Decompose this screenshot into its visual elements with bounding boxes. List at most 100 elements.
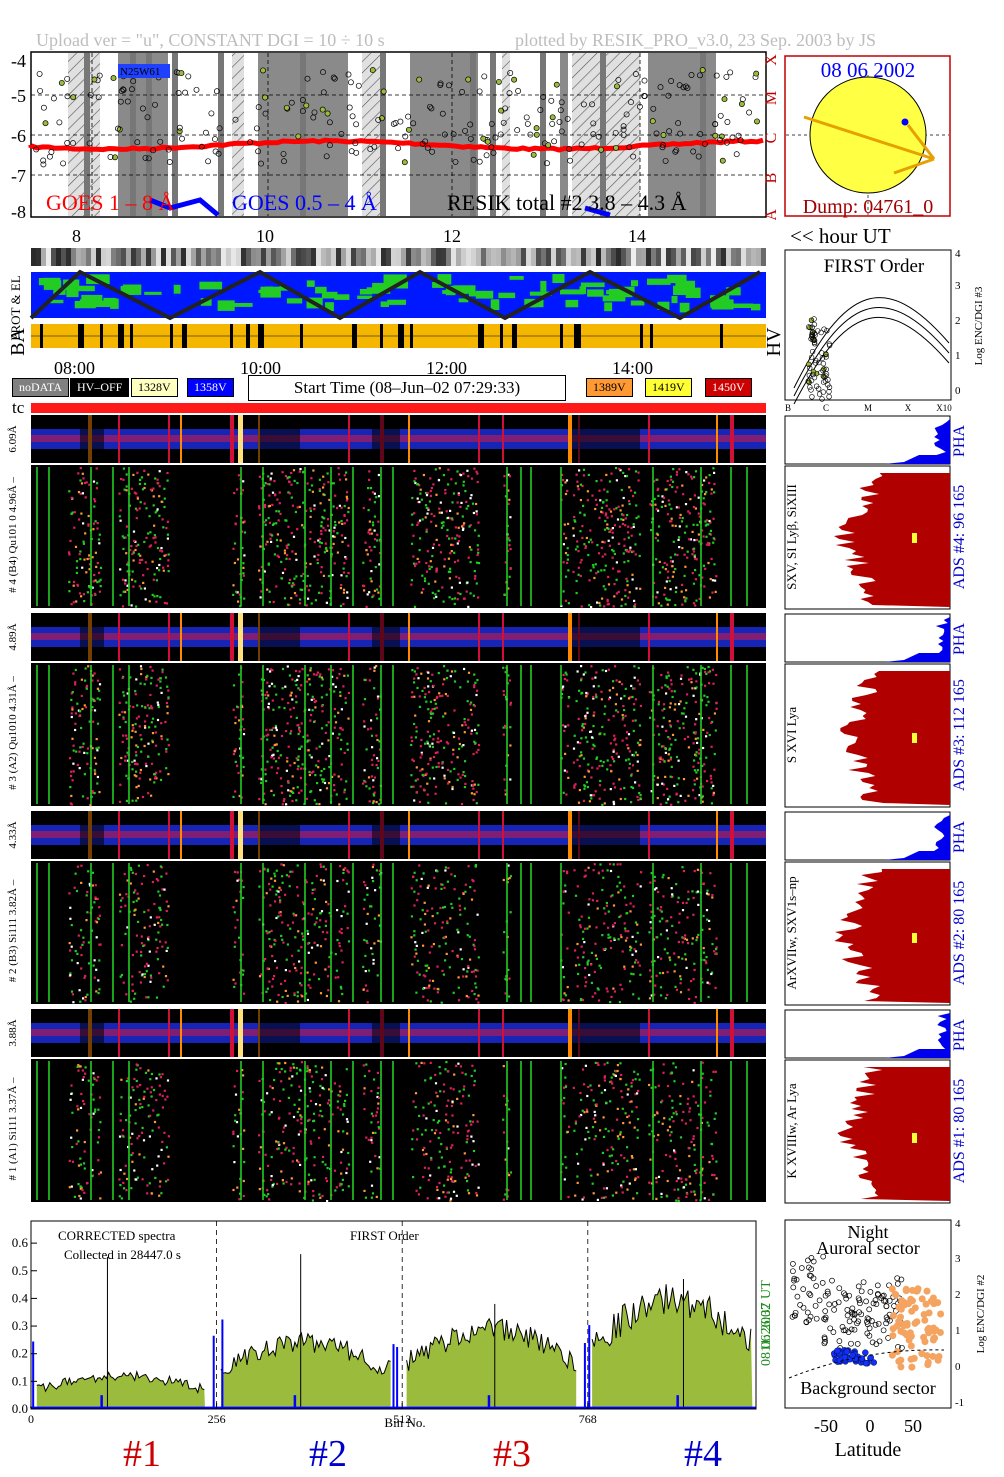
spectrogram-pixel bbox=[667, 753, 670, 756]
spectrogram-pixel bbox=[161, 888, 164, 891]
spectrogram-pixel bbox=[681, 941, 684, 944]
spectrogram-pixel bbox=[624, 475, 627, 478]
spectrogram-pixel bbox=[596, 767, 599, 770]
resik-point bbox=[390, 120, 397, 127]
spectrogram-pixel bbox=[369, 667, 372, 670]
spectrogram-pixel bbox=[295, 558, 298, 561]
spectrogram-pixel bbox=[279, 914, 282, 917]
spectrogram-pixel bbox=[158, 1093, 161, 1096]
spectrogram-pixel bbox=[619, 797, 622, 801]
spectrogram-pixel bbox=[292, 469, 296, 472]
spectrogram-pixel bbox=[585, 981, 588, 984]
gray-strip-cell bbox=[476, 248, 481, 266]
legend-item: 1328V bbox=[131, 378, 178, 397]
spectrogram-pixel bbox=[675, 471, 679, 474]
spectrogram-pixel bbox=[580, 605, 583, 608]
channel-lines-label: S XVI Lya bbox=[784, 707, 799, 764]
resik-point bbox=[660, 132, 667, 138]
spectrogram-pixel bbox=[424, 912, 427, 916]
spectrogram-pixel bbox=[573, 519, 576, 522]
spectrogram-pixel bbox=[466, 469, 469, 472]
resik-point bbox=[369, 67, 376, 74]
spectrogram-pixel bbox=[456, 559, 460, 562]
spectrogram-pixel bbox=[470, 701, 473, 704]
spectrogram-pixel bbox=[473, 889, 476, 892]
resik-point bbox=[484, 138, 491, 145]
spectrogram-pixel bbox=[704, 520, 707, 523]
spectrogram-pixel bbox=[664, 747, 667, 750]
prot-green-patch bbox=[387, 275, 398, 283]
spectrogram-pixel bbox=[713, 712, 716, 715]
spectrogram-pixel bbox=[573, 494, 576, 497]
spectrogram-pixel bbox=[321, 930, 324, 934]
spectrogram-pixel bbox=[93, 709, 97, 712]
spectrogram-pixel bbox=[165, 602, 168, 605]
spectrogram-pixel bbox=[318, 926, 321, 929]
spectrogram-pixel bbox=[140, 950, 143, 954]
gray-strip-cell bbox=[671, 248, 676, 266]
spectrogram-pixel bbox=[327, 989, 330, 992]
spectrogram-pixel bbox=[667, 671, 670, 674]
spectrogram-pixel bbox=[444, 866, 447, 869]
spectrogram-pixel bbox=[276, 533, 279, 536]
spectrogram-pixel bbox=[685, 938, 689, 941]
spectrogram-pixel bbox=[697, 761, 700, 764]
spectrogram-pixel bbox=[604, 553, 607, 556]
resik-point bbox=[578, 141, 585, 148]
spectrogram-pixel bbox=[504, 992, 507, 995]
spectrogram-pixel bbox=[159, 596, 162, 599]
spectrogram-pixel bbox=[595, 696, 598, 699]
spectrogram-pixel bbox=[451, 906, 454, 909]
spectrogram-pixel bbox=[585, 536, 588, 540]
goes-annotation: N25W61 bbox=[120, 66, 160, 78]
resik-point bbox=[665, 92, 672, 99]
resik-point bbox=[595, 133, 602, 140]
spectrogram-pixel bbox=[322, 475, 325, 478]
spectrogram-pixel bbox=[427, 929, 430, 932]
spectrogram-pixel bbox=[419, 756, 422, 759]
spectrogram-pixel bbox=[278, 1062, 281, 1065]
spectrogram-pixel bbox=[97, 1159, 100, 1162]
spectrogram-pixel bbox=[649, 881, 652, 884]
pha-gap bbox=[572, 1009, 640, 1057]
first-order-point bbox=[811, 321, 818, 328]
spectrogram-pixel bbox=[585, 694, 588, 697]
spectrogram-pixel bbox=[695, 718, 698, 721]
spectrogram-pixel bbox=[119, 1119, 122, 1122]
gray-strip-cell bbox=[61, 248, 66, 266]
spectrogram-pixel bbox=[327, 903, 330, 906]
resik-point bbox=[353, 121, 360, 128]
spectrogram-pixel bbox=[299, 982, 302, 985]
spectrogram-pixel bbox=[258, 1134, 261, 1137]
spectrogram-pixel bbox=[156, 718, 160, 722]
spectrogram-pixel bbox=[265, 543, 268, 546]
spectrogram-pixel bbox=[418, 500, 421, 504]
spectrogram-pixel bbox=[94, 897, 97, 900]
spectrogram-pixel bbox=[154, 731, 157, 734]
gray-strip-cell bbox=[406, 248, 411, 266]
spectrogram-pixel bbox=[431, 673, 434, 676]
spectrogram-pixel bbox=[293, 592, 297, 595]
spectrogram-pixel bbox=[658, 571, 662, 574]
spectrogram-pixel bbox=[682, 778, 686, 781]
spectrogram-pixel bbox=[440, 521, 443, 524]
spectrogram-pixel bbox=[618, 915, 621, 919]
spectrogram-pixel bbox=[670, 520, 673, 523]
gray-strip-cell bbox=[576, 248, 581, 266]
spectrogram-pixel bbox=[606, 490, 609, 493]
spectrogram-pixel bbox=[341, 1113, 345, 1116]
spectrogram-pixel bbox=[143, 1156, 146, 1159]
spectrogram-pixel bbox=[307, 589, 310, 592]
spectrogram-pixel bbox=[475, 561, 479, 564]
spectrogram-pixel bbox=[427, 582, 430, 585]
spectrogram-pixel bbox=[258, 1151, 261, 1154]
spectrogram-pixel bbox=[70, 603, 73, 606]
spectrogram-pixel bbox=[320, 524, 323, 527]
spectrogram-pixel bbox=[588, 604, 591, 607]
spectrogram-pixel bbox=[346, 591, 349, 594]
resik-point bbox=[713, 72, 720, 79]
spectrogram-pixel bbox=[326, 1200, 329, 1203]
spectrogram-pixel bbox=[324, 868, 327, 871]
spectrogram-pixel bbox=[158, 894, 162, 897]
spectrogram-pixel bbox=[325, 546, 328, 550]
